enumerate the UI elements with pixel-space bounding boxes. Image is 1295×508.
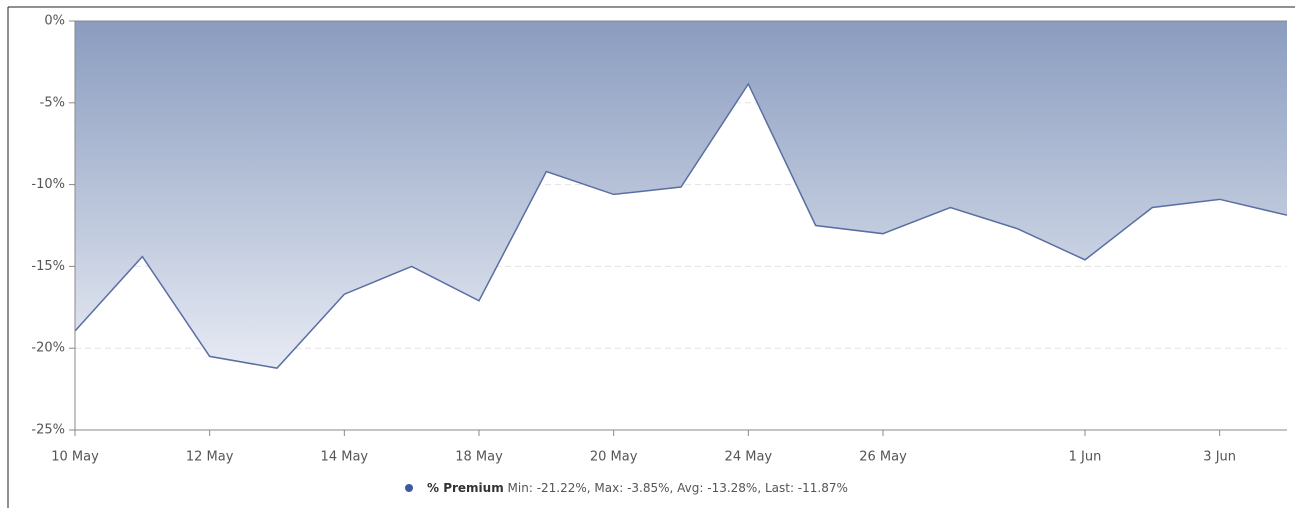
x-tick-label: 12 May: [186, 450, 234, 465]
y-tick-label: -20%: [31, 341, 65, 356]
x-tick-label: 3 Jun: [1203, 450, 1236, 465]
y-tick-label: 0%: [44, 14, 65, 29]
y-tick-label: -10%: [31, 177, 65, 192]
y-tick-label: -25%: [31, 423, 65, 438]
area: [75, 21, 1287, 369]
x-tick-label: 10 May: [51, 450, 99, 465]
line: [74, 82, 1288, 369]
legend-marker: [405, 484, 413, 492]
y-tick-label: -5%: [40, 95, 65, 110]
legend-name: % Premium: [427, 481, 504, 495]
x-tick-label: 20 May: [590, 450, 638, 465]
x-tick-label: 14 May: [321, 450, 369, 465]
x-tick-label: 24 May: [725, 450, 773, 465]
y-tick-label: -15%: [31, 259, 65, 274]
legend-text: % Premium Min: -21.22%, Max: -3.85%, Avg…: [427, 481, 848, 495]
x-tick-label: 1 Jun: [1069, 450, 1102, 465]
legend-stats: Min: -21.22%, Max: -3.85%, Avg: -13.28%,…: [508, 481, 848, 495]
x-tick-label: 18 May: [455, 450, 503, 465]
x-tick-label: 26 May: [859, 450, 907, 465]
